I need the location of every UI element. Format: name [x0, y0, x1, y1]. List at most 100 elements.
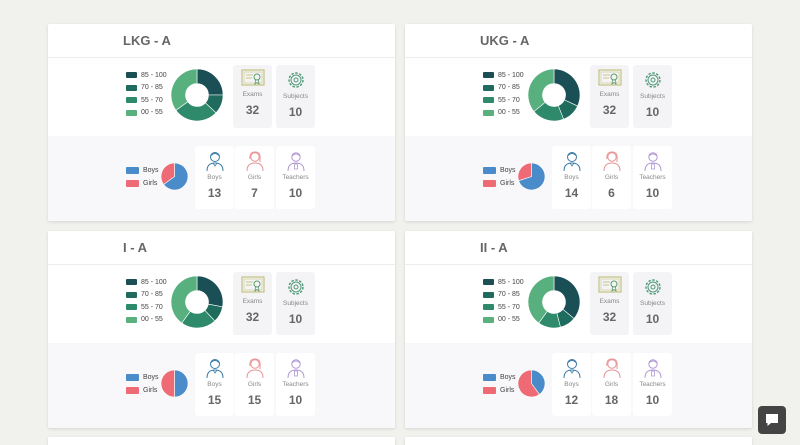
exams-label: Exams — [242, 91, 263, 98]
legend-swatch — [483, 109, 494, 116]
legend-swatch — [126, 304, 137, 311]
legend-item: 70 - 85 — [483, 82, 524, 95]
gear-icon — [644, 279, 661, 295]
certificate-icon — [598, 276, 621, 293]
teachers-count: 10 — [645, 186, 660, 200]
legend-swatch — [126, 72, 137, 79]
girls-tile: Girls 6 — [592, 146, 631, 209]
girl-icon — [246, 358, 263, 379]
teacher-icon — [644, 359, 661, 379]
pie-slice — [531, 370, 545, 395]
legend-label: Boys — [143, 167, 159, 174]
legend-label: Girls — [500, 387, 515, 394]
gender-legend: Boys Girls — [126, 164, 159, 190]
next-card-stub — [405, 437, 752, 445]
legend-item: Boys — [126, 164, 159, 177]
gender-section: Boys Girls Boys 13 Girls 7 Teachers 10 — [48, 136, 395, 221]
class-card: II - A 85 - 100 70 - 85 55 - 70 00 - 55 … — [405, 231, 752, 428]
pie-slice — [518, 163, 545, 190]
girls-label: Girls — [604, 381, 619, 388]
legend-item: 00 - 55 — [126, 107, 167, 120]
exams-label: Exams — [242, 298, 263, 305]
legend-swatch — [126, 387, 139, 394]
subjects-tile: Subjects 10 — [633, 272, 672, 335]
legend-item: 55 - 70 — [483, 301, 524, 314]
legend-label: Boys — [500, 167, 516, 174]
girls-label: Girls — [247, 174, 262, 181]
legend-label: 55 - 70 — [141, 303, 163, 311]
boys-tile: Boys 14 — [552, 146, 591, 209]
girls-tile: Girls 7 — [235, 146, 274, 209]
legend-swatch — [483, 167, 496, 174]
girls-label: Girls — [604, 174, 619, 181]
legend-swatch — [126, 374, 139, 381]
legend-item: 70 - 85 — [483, 289, 524, 302]
legend-item: 55 - 70 — [483, 94, 524, 107]
legend-item: 85 - 100 — [483, 276, 524, 289]
card-header: UKG - A — [405, 24, 752, 58]
pie-slice — [161, 163, 175, 185]
legend-label: Boys — [143, 374, 159, 381]
legend-label: 70 - 85 — [141, 291, 163, 299]
subjects-tile: Subjects 10 — [276, 65, 315, 128]
teachers-label: Teachers — [639, 174, 666, 181]
subjects-label: Subjects — [283, 93, 308, 100]
boys-tile: Boys 12 — [552, 353, 591, 416]
boys-count: 13 — [207, 186, 222, 200]
legend-item: 70 - 85 — [126, 289, 167, 302]
legend-item: 55 - 70 — [126, 94, 167, 107]
donut-slice — [196, 69, 223, 96]
teachers-tile: Teachers 10 — [633, 146, 672, 209]
legend-swatch — [483, 72, 494, 79]
subjects-count: 10 — [645, 105, 660, 119]
subjects-label: Subjects — [640, 300, 665, 307]
subjects-tile: Subjects 10 — [633, 65, 672, 128]
exams-tile: Exams 32 — [233, 65, 272, 128]
legend-swatch — [126, 109, 137, 116]
legend-label: 00 - 55 — [498, 316, 520, 324]
pie-slice — [518, 370, 540, 397]
subjects-label: Subjects — [283, 300, 308, 307]
subjects-count: 10 — [645, 312, 660, 326]
legend-label: 85 - 100 — [141, 278, 167, 286]
legend-swatch — [126, 180, 139, 187]
pie-slice — [174, 370, 188, 397]
legend-item: 85 - 100 — [126, 69, 167, 82]
boy-icon — [206, 152, 223, 172]
boys-count: 14 — [564, 186, 579, 200]
legend-item: 70 - 85 — [126, 82, 167, 95]
gender-section: Boys Girls Boys 14 Girls 6 Teachers 10 — [405, 136, 752, 221]
marks-section: 85 - 100 70 - 85 55 - 70 00 - 55 Exams 3… — [48, 58, 395, 136]
legend-label: 55 - 70 — [141, 96, 163, 104]
legend-swatch — [483, 291, 494, 298]
legend-swatch — [483, 387, 496, 394]
chat-button[interactable] — [758, 406, 786, 434]
class-title: UKG - A — [480, 33, 530, 48]
legend-item: Boys — [126, 371, 159, 384]
legend-swatch — [483, 180, 496, 187]
exams-tile: Exams 32 — [590, 65, 629, 128]
legend-swatch — [126, 167, 139, 174]
legend-swatch — [126, 316, 137, 323]
marks-donut-chart — [171, 69, 223, 121]
legend-item: Girls — [126, 384, 159, 397]
teacher-icon — [287, 359, 304, 379]
boy-icon — [206, 359, 223, 379]
next-card-stub — [48, 437, 395, 445]
gender-pie-chart — [518, 163, 545, 190]
girls-count: 7 — [251, 186, 258, 200]
legend-label: 55 - 70 — [498, 303, 520, 311]
girls-count: 6 — [608, 186, 615, 200]
legend-item: Boys — [483, 164, 516, 177]
teachers-tile: Teachers 10 — [276, 146, 315, 209]
legend-label: 55 - 70 — [498, 96, 520, 104]
teachers-label: Teachers — [282, 381, 309, 388]
marks-legend: 85 - 100 70 - 85 55 - 70 00 - 55 — [483, 69, 524, 119]
card-header: I - A — [48, 231, 395, 265]
donut-slice — [553, 276, 580, 319]
legend-label: Girls — [143, 387, 158, 394]
marks-section: 85 - 100 70 - 85 55 - 70 00 - 55 Exams 3… — [48, 265, 395, 343]
boys-count: 12 — [564, 393, 579, 407]
legend-label: 85 - 100 — [498, 71, 524, 79]
legend-swatch — [126, 291, 137, 298]
